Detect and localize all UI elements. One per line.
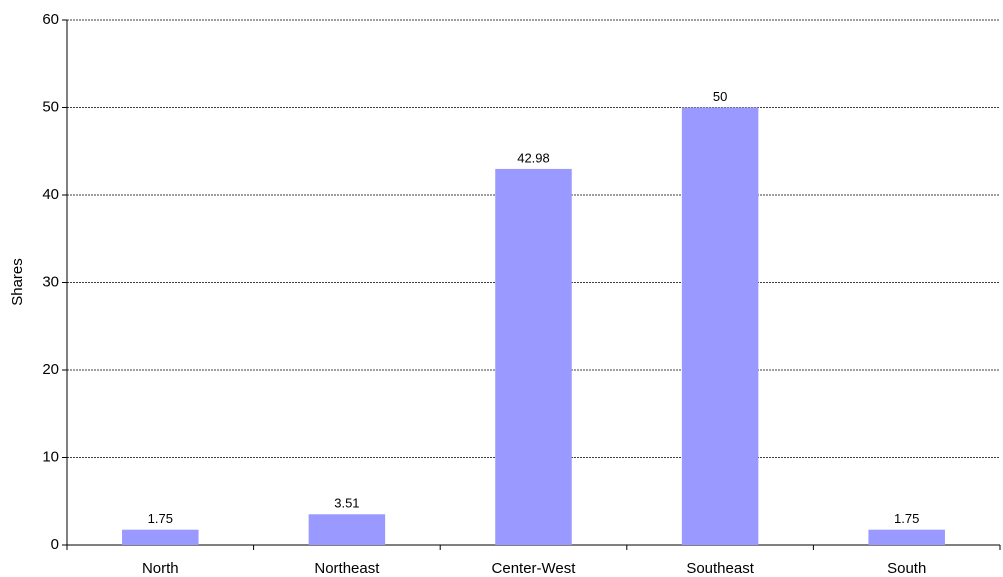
value-label: 1.75	[148, 511, 173, 526]
y-tick-label: 30	[42, 273, 59, 290]
x-tick-label: South	[887, 560, 926, 577]
value-label: 50	[713, 89, 727, 104]
y-tick-label: 40	[42, 186, 59, 203]
bar	[681, 107, 759, 545]
y-tick-label: 20	[42, 361, 59, 378]
x-tick-label: Northeast	[314, 560, 380, 577]
value-label: 3.51	[334, 496, 359, 511]
y-axis-label: Shares	[9, 258, 26, 306]
value-label: 1.75	[894, 511, 919, 526]
y-tick-label: 10	[42, 448, 59, 465]
x-tick-label: Southeast	[686, 560, 754, 577]
bar	[122, 529, 199, 545]
x-tick-label: Center-West	[492, 560, 577, 577]
x-tick-label: North	[142, 560, 179, 577]
bar	[495, 168, 572, 546]
bar	[308, 514, 386, 545]
value-label: 42.98	[517, 150, 550, 165]
bar	[868, 529, 945, 545]
y-tick-label: 0	[51, 536, 59, 553]
y-tick-label: 60	[42, 11, 59, 28]
y-tick-label: 50	[42, 98, 59, 115]
